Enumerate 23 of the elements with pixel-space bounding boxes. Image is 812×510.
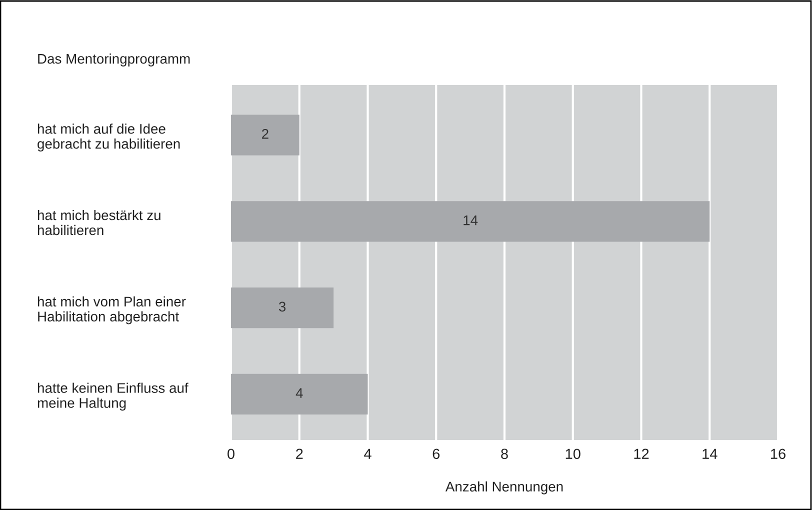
x-tick-label: 12 [634, 448, 649, 459]
data-label: 4 [296, 388, 303, 398]
x-tick-label: 16 [771, 448, 786, 460]
x-tick-label: 4 [364, 448, 372, 459]
x-tick-label: 8 [501, 448, 508, 460]
x-tick-label: 14 [702, 448, 718, 459]
y-tick-label: hat mich auf die Idee gebracht zu habilitieren [38, 124, 180, 152]
bar [231, 114, 300, 156]
data-label: 3 [278, 302, 286, 312]
y-tick-label: hat mich bestärkt zu habilitieren [38, 210, 160, 236]
x-tick-label: 6 [432, 448, 440, 460]
y-tick-label: hat mich vom Plan einer Habilitation abgebracht [38, 296, 186, 324]
x-axis-title: Anzahl Nennungen [445, 481, 563, 494]
bar [231, 288, 334, 328]
data-label: 14 [464, 216, 478, 226]
data-label: 2 [262, 128, 268, 139]
bar [231, 374, 368, 415]
y-tick-label: hatte keinen Einfluss auf meine Haltung [38, 382, 188, 411]
x-tick-label: 2 [296, 448, 303, 459]
bar [231, 201, 710, 242]
x-tick-label: 10 [566, 448, 580, 460]
text: Das Mentoringprogramm [38, 54, 190, 66]
x-tick-label: 0 [228, 448, 234, 460]
